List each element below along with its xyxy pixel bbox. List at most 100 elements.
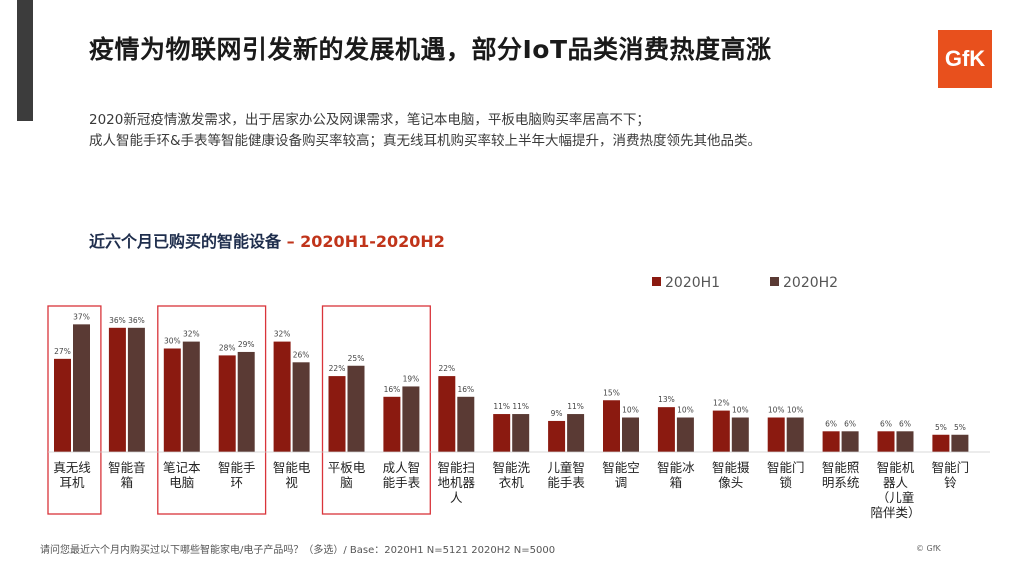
- bar-h1: [603, 400, 620, 452]
- category-label: 智能电: [273, 460, 311, 475]
- data-label: 6%: [899, 419, 911, 428]
- bar-h1: [54, 358, 71, 452]
- bar-h1: [273, 341, 291, 452]
- data-label: 16%: [457, 385, 474, 394]
- legend-swatch-h1: [652, 277, 661, 286]
- highlight-box: [321, 305, 431, 515]
- bar-h1: [548, 420, 566, 452]
- bar-h1: [877, 431, 895, 452]
- bar-h2: [512, 414, 530, 452]
- data-label: 29%: [238, 340, 255, 349]
- data-label: 27%: [54, 347, 71, 356]
- category-label: 耳机: [59, 475, 85, 490]
- data-label: 9%: [551, 409, 563, 418]
- category-label: 智能门: [767, 460, 805, 475]
- bar-h1: [932, 434, 950, 452]
- category-label: 智能冰: [657, 460, 695, 475]
- category-label: 铃: [944, 475, 957, 490]
- legend-label: 2020H1: [665, 275, 720, 291]
- data-label: 11%: [493, 402, 510, 411]
- data-label: 10%: [622, 406, 639, 415]
- bar-h2: [567, 414, 585, 452]
- bar-h1: [657, 407, 675, 452]
- data-label: 32%: [183, 330, 200, 339]
- category-label: 能手表: [547, 475, 585, 490]
- category-label: 能手表: [383, 475, 421, 490]
- data-label: 6%: [825, 419, 837, 428]
- data-label: 25%: [348, 354, 365, 363]
- page-title: 疫情为物联网引发新的发展机遇，部分IoT品类消费热度高涨: [89, 35, 772, 64]
- data-label: 32%: [274, 330, 291, 339]
- category-label: 器人: [883, 475, 909, 490]
- data-label: 5%: [935, 423, 947, 432]
- bar-h2: [237, 351, 255, 452]
- bar-h1: [493, 414, 511, 452]
- subtitle-line-1: 2020新冠疫情激发需求，出于居家办公及网课需求，笔记本电脑，平板电脑购买率居高…: [89, 112, 650, 128]
- category-label: 真无线: [53, 460, 91, 475]
- chart-title: 近六个月已购买的智能设备 – 2020H1-2020H2: [89, 228, 445, 252]
- data-label: 22%: [438, 364, 455, 373]
- bar-h1: [108, 327, 126, 452]
- data-label: 10%: [732, 406, 749, 415]
- category-label: 智能洗: [492, 460, 530, 475]
- data-label: 36%: [128, 316, 145, 325]
- bar-h2: [457, 396, 475, 452]
- bar-h2: [786, 417, 804, 452]
- legend-swatch-h2: [770, 277, 779, 286]
- data-label: 5%: [954, 423, 966, 432]
- category-label: 成人智: [383, 460, 421, 475]
- bar-h2: [292, 362, 310, 452]
- data-label: 28%: [219, 343, 236, 352]
- category-label: 人: [450, 490, 463, 505]
- bar-h2: [622, 417, 639, 452]
- category-label: 笔记本: [163, 460, 201, 475]
- bar-h2: [676, 417, 694, 452]
- bar-h2: [402, 386, 420, 452]
- bar-h2: [731, 417, 749, 452]
- category-label: 陪伴类）: [870, 505, 920, 520]
- gfk-logo: GfK: [938, 30, 992, 88]
- highlight-box: [47, 305, 102, 515]
- data-label: 10%: [787, 406, 804, 415]
- data-label: 37%: [73, 312, 90, 321]
- bar-h1: [163, 348, 181, 452]
- category-label: 衣机: [499, 475, 525, 490]
- category-label: 智能空: [602, 460, 640, 475]
- category-label: 平板电: [328, 460, 366, 475]
- data-label: 19%: [403, 374, 420, 383]
- category-label: 环: [230, 475, 243, 490]
- category-label: 脑: [340, 475, 353, 490]
- bar-h2: [347, 365, 365, 452]
- data-label: 26%: [293, 350, 310, 359]
- category-label: 调: [615, 475, 628, 490]
- data-label: 6%: [880, 419, 892, 428]
- bar-h2: [841, 431, 859, 452]
- bar-h2: [896, 431, 914, 452]
- data-label: 11%: [567, 402, 584, 411]
- category-label: 智能门: [932, 460, 970, 475]
- copyright: © GfK: [916, 544, 941, 553]
- data-label: 11%: [512, 402, 529, 411]
- category-label: （儿童: [877, 490, 915, 505]
- subtitle-line-2: 成人智能手环&手表等智能健康设备购买率较高；真无线耳机购买率较上半年大幅提升，消…: [89, 133, 762, 149]
- legend-label: 2020H2: [783, 275, 838, 291]
- data-label: 36%: [109, 316, 126, 325]
- category-label: 锁: [779, 475, 792, 490]
- data-label: 30%: [164, 337, 181, 346]
- data-label: 16%: [384, 385, 401, 394]
- bar-h1: [218, 355, 236, 452]
- bar-h2: [73, 324, 90, 452]
- chart-title-accent: – 2020H1-2020H2: [281, 232, 445, 251]
- data-label: 10%: [768, 406, 785, 415]
- bar-h1: [712, 410, 730, 452]
- data-label: 13%: [658, 395, 675, 404]
- bar-h1: [383, 396, 401, 452]
- data-label: 15%: [603, 388, 620, 397]
- category-label: 儿童智: [547, 460, 585, 475]
- bar-h1: [822, 431, 840, 452]
- category-label: 智能扫: [438, 460, 476, 475]
- category-label: 智能音: [108, 460, 146, 475]
- bar-h2: [951, 434, 969, 452]
- bar-h2: [127, 327, 145, 452]
